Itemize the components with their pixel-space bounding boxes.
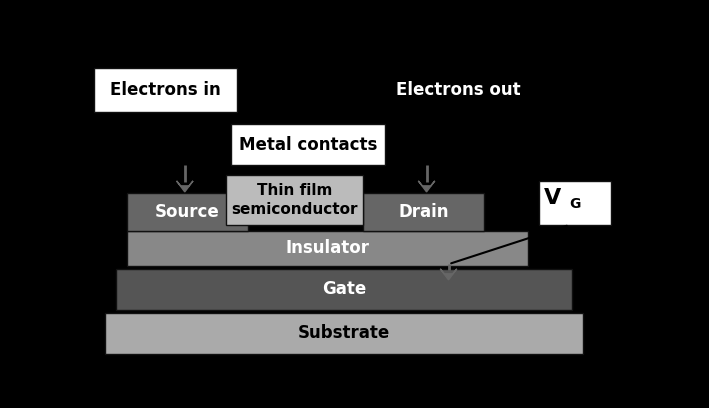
Bar — [127, 193, 248, 231]
Text: Source: Source — [155, 203, 220, 221]
Polygon shape — [440, 269, 457, 280]
Bar — [127, 231, 528, 266]
Bar — [105, 313, 583, 354]
Text: Insulator: Insulator — [286, 239, 369, 257]
Text: Metal contacts: Metal contacts — [239, 136, 378, 154]
Bar — [540, 181, 610, 225]
Bar — [226, 175, 363, 225]
Bar — [231, 124, 386, 165]
Text: Electrons in: Electrons in — [110, 81, 221, 99]
Text: G: G — [569, 197, 581, 211]
Text: Thin film
semiconductor: Thin film semiconductor — [231, 183, 358, 217]
Bar — [363, 193, 484, 231]
Polygon shape — [418, 181, 435, 192]
Text: V: V — [545, 188, 562, 208]
Bar — [94, 68, 237, 112]
Polygon shape — [177, 181, 193, 192]
Text: Drain: Drain — [398, 203, 449, 221]
Bar — [116, 269, 572, 310]
Text: Substrate: Substrate — [298, 324, 390, 342]
Text: Electrons out: Electrons out — [396, 81, 521, 99]
Text: Gate: Gate — [322, 280, 367, 298]
